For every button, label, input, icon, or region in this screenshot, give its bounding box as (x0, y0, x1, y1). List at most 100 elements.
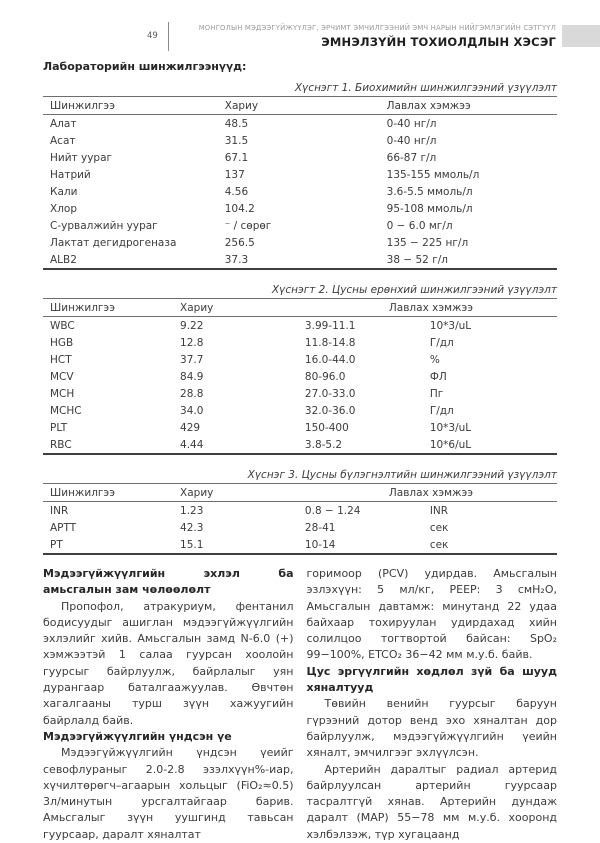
table-cell: ⁻ / сөрөг (224, 219, 272, 232)
table-cell: 27.0-33.0 (304, 387, 356, 400)
table-cell: 4.56 (224, 185, 249, 198)
table-cell: 84.9 (180, 370, 204, 383)
table-cell: 3.8-5.2 (304, 438, 343, 451)
body-column-left: Мэдээгүйжүүлгийн эхлэл ба амьсгалын зам … (43, 566, 294, 843)
column-header: Шинжилгээ (50, 486, 115, 499)
table-row: APTT 42.3 28-41 сек (43, 519, 557, 536)
table-cell: 10-14 (304, 538, 336, 551)
table-caption: Хүснэг 3. Цусны бүлэгнэлтийн шинжилгээни… (247, 469, 557, 481)
table-cell: 10*3/uL (429, 319, 472, 332)
table-row: Алат 48.5 0-40 нг/л (43, 115, 557, 133)
table-cell: 4.44 (180, 438, 204, 451)
column-header: Лавлах хэмжээ (388, 486, 474, 499)
table-row: Кали 4.56 3.6-5.5 ммоль/л (43, 183, 557, 200)
table-cell: Пг (429, 387, 444, 400)
table-cell: Натрий (50, 168, 91, 181)
header-accent-bar (562, 25, 600, 47)
table-row: Хлор 104.2 95-108 ммоль/л (43, 200, 557, 217)
table-cell: 37.3 (224, 253, 249, 266)
table-row: MCHC 34.0 32.0-36.0 Г/дл (43, 402, 557, 419)
table-row: Лактат дегидрогеназа 256.5 135 − 225 нг/л (43, 234, 557, 251)
table-cell: ФЛ (429, 370, 447, 383)
table-cell: Алат (50, 117, 77, 130)
table-row: С-урвалжийн уураг ⁻ / сөрөг 0 − 6.0 мг/л (43, 217, 557, 234)
table-cell: 0 − 6.0 мг/л (386, 219, 453, 232)
table-row: HGB 12.8 11.8-14.8 Г/дл (43, 334, 557, 351)
table-cell: 12.8 (180, 336, 204, 349)
body-paragraph: Артерийн даралтыг радиал артерид байрлуу… (306, 762, 558, 841)
page-content: Лабораторийн шинжилгээнүүд: Хүснэгт 1. Б… (43, 60, 557, 843)
table-cell: Нийт уураг (50, 151, 113, 164)
column-header: Хариу (224, 99, 259, 112)
table-cell: 150-400 (304, 421, 349, 434)
page-number: 49 (147, 31, 158, 41)
table-row: PLT 429 150-400 10*3/uL (43, 419, 557, 436)
body-columns: Мэдээгүйжүүлгийн эхлэл ба амьсгалын зам … (43, 566, 557, 843)
table-cell: 137 (224, 168, 245, 181)
table-cell: 135-155 ммоль/л (386, 168, 480, 181)
table-row: MCV 84.9 80-96.0 ФЛ (43, 368, 557, 385)
table-cell: 104.2 (224, 202, 255, 215)
table-cell: HCT (50, 353, 72, 366)
page-header: 49 МОНГОЛЫН МЭДЭЭГҮЙЖҮҮЛЭГ, ЭРЧИМТ ЭМЧИЛ… (0, 21, 600, 53)
column-header: Лавлах хэмжээ (386, 99, 471, 112)
body-column-right: горимоор (PCV) удирдав. Амьсгалын эзлэхү… (307, 566, 558, 843)
header-titles: МОНГОЛЫН МЭДЭЭГҮЙЖҮҮЛЭГ, ЭРЧИМТ ЭМЧИЛГЭЭ… (199, 24, 556, 49)
table-caption: Хүснэгт 2. Цусны ерөнхий шинжилгээний үз… (271, 284, 557, 296)
table-cell: С-урвалжийн уураг (50, 219, 158, 232)
table-cell: 11.8-14.8 (304, 336, 356, 349)
table-cell: 135 − 225 нг/л (386, 236, 469, 249)
table-row: WBC 9.22 3.99-11.1 10*3/uL (43, 317, 557, 335)
table-row: HCT 37.7 16.0-44.0% (43, 351, 557, 368)
table-cell: сек (429, 521, 449, 534)
table-cell: MCV (50, 370, 74, 383)
body-paragraph: Пропофол, атракуриум, фентанил бодисууды… (43, 599, 294, 727)
table-cell: MCHC (50, 404, 82, 417)
table-cell: 37.7 (180, 353, 204, 366)
table-cell: 28-41 (304, 521, 336, 534)
table-cell: 31.5 (224, 134, 249, 147)
table-row: MCH 28.8 27.0-33.0 Пг (43, 385, 557, 402)
table-cell: % (429, 353, 440, 366)
table-header-row: Шинжилгээ Хариу Лавлах хэмжээ (43, 298, 557, 317)
table-header-row: Шинжилгээ Хариу Лавлах хэмжээ (43, 483, 557, 502)
table-cell: 48.5 (224, 117, 249, 130)
cbc-table: Шинжилгээ Хариу Лавлах хэмжээ WBC 9.22 3.99-1… (43, 298, 557, 455)
table-cell: MCH (50, 387, 75, 400)
table-cell: Асат (50, 134, 76, 147)
table-cell: Хлор (50, 202, 77, 215)
column-header: Хариу (180, 301, 214, 314)
table-cell: 0-40 нг/л (386, 117, 437, 130)
table-cell: 1.23 (180, 504, 204, 517)
table-cell: 0.8 − 1.24 (304, 504, 361, 517)
table-cell: 256.5 (224, 236, 255, 249)
table-cell: ALB2 (50, 253, 77, 266)
column-header: Шинжилгээ (50, 99, 115, 112)
table-cell: WBC (50, 319, 75, 332)
table-cell: 10*6/uL (429, 438, 472, 451)
column-header: Лавлах хэмжээ (388, 301, 474, 314)
table-cell: RBC (50, 438, 72, 451)
table-cell: INR (50, 504, 69, 517)
header-divider (168, 22, 169, 51)
table-cell: Лактат дегидрогеназа (50, 236, 177, 249)
table-cell: 42.3 (180, 521, 204, 534)
body-heading: Мэдээгүйжүүлгийн эхлэл ба амьсгалын зам … (43, 567, 294, 597)
table-row: Асат 31.5 0-40 нг/л (43, 132, 557, 149)
column-header: Хариу (180, 486, 214, 499)
journal-title: МОНГОЛЫН МЭДЭЭГҮЙЖҮҮЛЭГ, ЭРЧИМТ ЭМЧИЛГЭЭ… (198, 24, 556, 32)
table-cell: 15.1 (180, 538, 204, 551)
table-cell: 34.0 (180, 404, 204, 417)
table-caption: Хүснэгт 1. Биохимийн шинжилгээний үзүүлэ… (294, 82, 557, 94)
table-cell: сек (429, 538, 449, 551)
table-cell: INR (429, 504, 449, 517)
table-row: RBC 4.44 3.8-5.2 10*6/uL (43, 436, 557, 454)
table-cell: PLT (50, 421, 68, 434)
body-heading: Цус эргүүлгийн хөдлөл зүй ба шууд хяналт… (306, 664, 558, 695)
table-cell: 0-40 нг/л (386, 134, 437, 147)
table-row: ALB2 37.3 38 − 52 г/л (43, 251, 557, 269)
body-paragraph: Мэдээгүйжүүлгийн үндсэн үеийг севофлуран… (43, 746, 294, 841)
table-cell: APTT (50, 521, 77, 534)
table-cell: 9.22 (180, 319, 204, 332)
table-cell: Кали (50, 185, 78, 198)
